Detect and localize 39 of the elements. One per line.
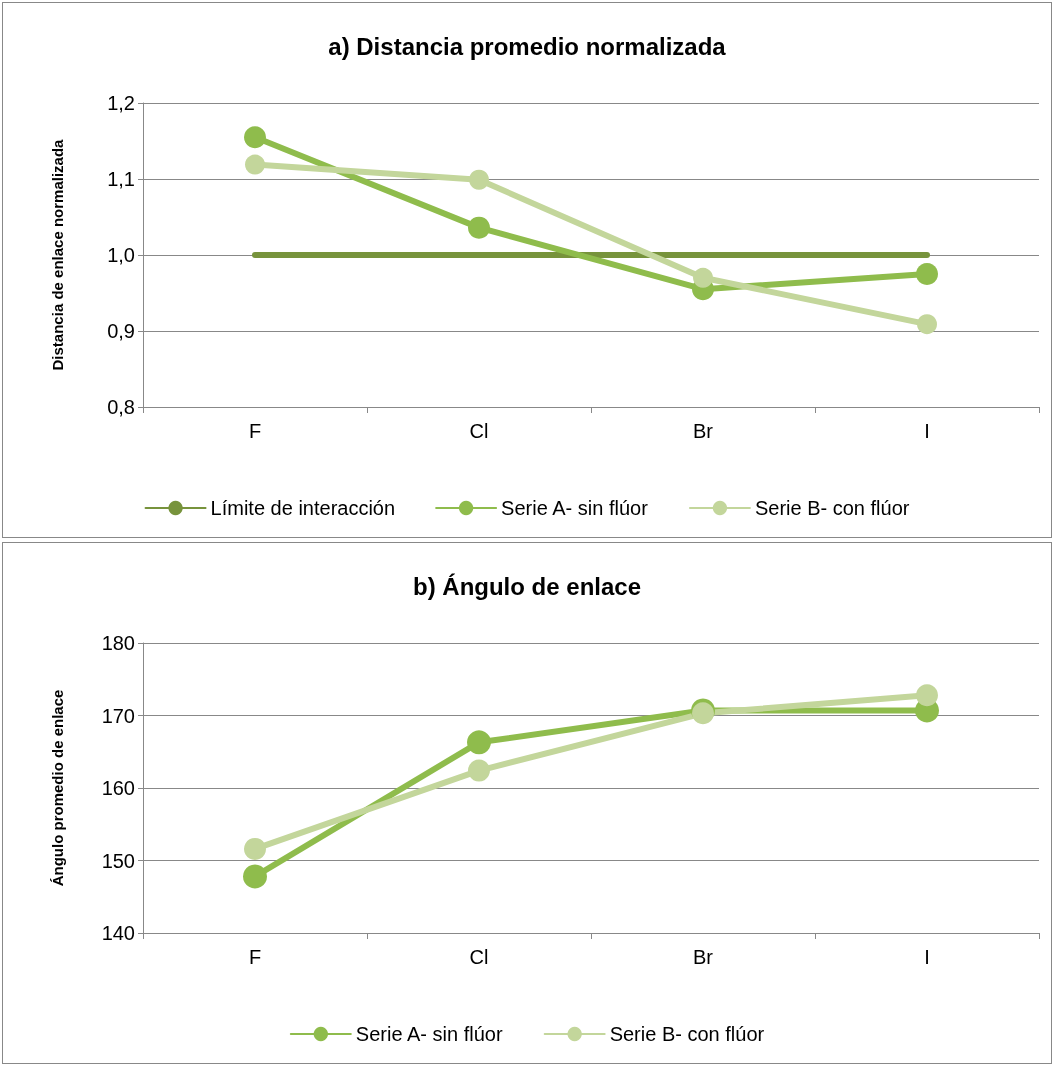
y-tick-label: 1,0 bbox=[107, 244, 135, 266]
point bbox=[243, 864, 267, 889]
y-tick-label: 1,1 bbox=[107, 168, 135, 190]
x-tick-label: I bbox=[924, 420, 930, 442]
x-tick-label: Cl bbox=[469, 946, 489, 968]
legend-label: Serie B- con flúor bbox=[609, 1023, 765, 1045]
x-tick-label: Br bbox=[693, 946, 714, 968]
chart-title: a) Distancia promedio normalizada bbox=[328, 32, 727, 60]
y-tick-label: 150 bbox=[101, 849, 135, 872]
point bbox=[693, 267, 713, 288]
point bbox=[468, 216, 490, 239]
x-tick-label: I bbox=[924, 946, 930, 968]
y-axis-title: Ángulo promedio de enlace bbox=[49, 689, 66, 887]
x-tick-label: Br bbox=[693, 420, 714, 442]
point bbox=[916, 263, 938, 285]
y-tick-label: 170 bbox=[101, 704, 135, 727]
y-tick-label: 1,2 bbox=[107, 92, 135, 114]
point bbox=[244, 126, 266, 149]
legend-label: Serie B- con flúor bbox=[754, 497, 910, 519]
legend-label: Límite de interacción bbox=[210, 497, 396, 519]
point bbox=[468, 759, 490, 782]
y-tick-label: 160 bbox=[101, 777, 135, 799]
point bbox=[916, 684, 938, 707]
y-tick-label: 0,8 bbox=[107, 396, 135, 418]
point bbox=[245, 154, 265, 175]
legend-label: Serie A- sin flúor bbox=[355, 1023, 503, 1045]
y-tick-label: 0,9 bbox=[107, 320, 135, 342]
x-tick-label: F bbox=[248, 946, 262, 968]
point bbox=[917, 314, 937, 335]
chart-title: b) Ángulo de enlace bbox=[412, 572, 642, 600]
point bbox=[469, 169, 489, 190]
y-tick-label: 140 bbox=[101, 922, 135, 944]
legend-label: Serie A- sin flúor bbox=[501, 497, 649, 519]
point bbox=[244, 837, 266, 860]
x-tick-label: Cl bbox=[469, 420, 489, 442]
y-axis-title: Distancia de enlace normalizada bbox=[49, 138, 66, 371]
x-tick-label: F bbox=[248, 420, 262, 442]
point bbox=[467, 730, 491, 755]
y-tick-label: 180 bbox=[101, 632, 135, 654]
